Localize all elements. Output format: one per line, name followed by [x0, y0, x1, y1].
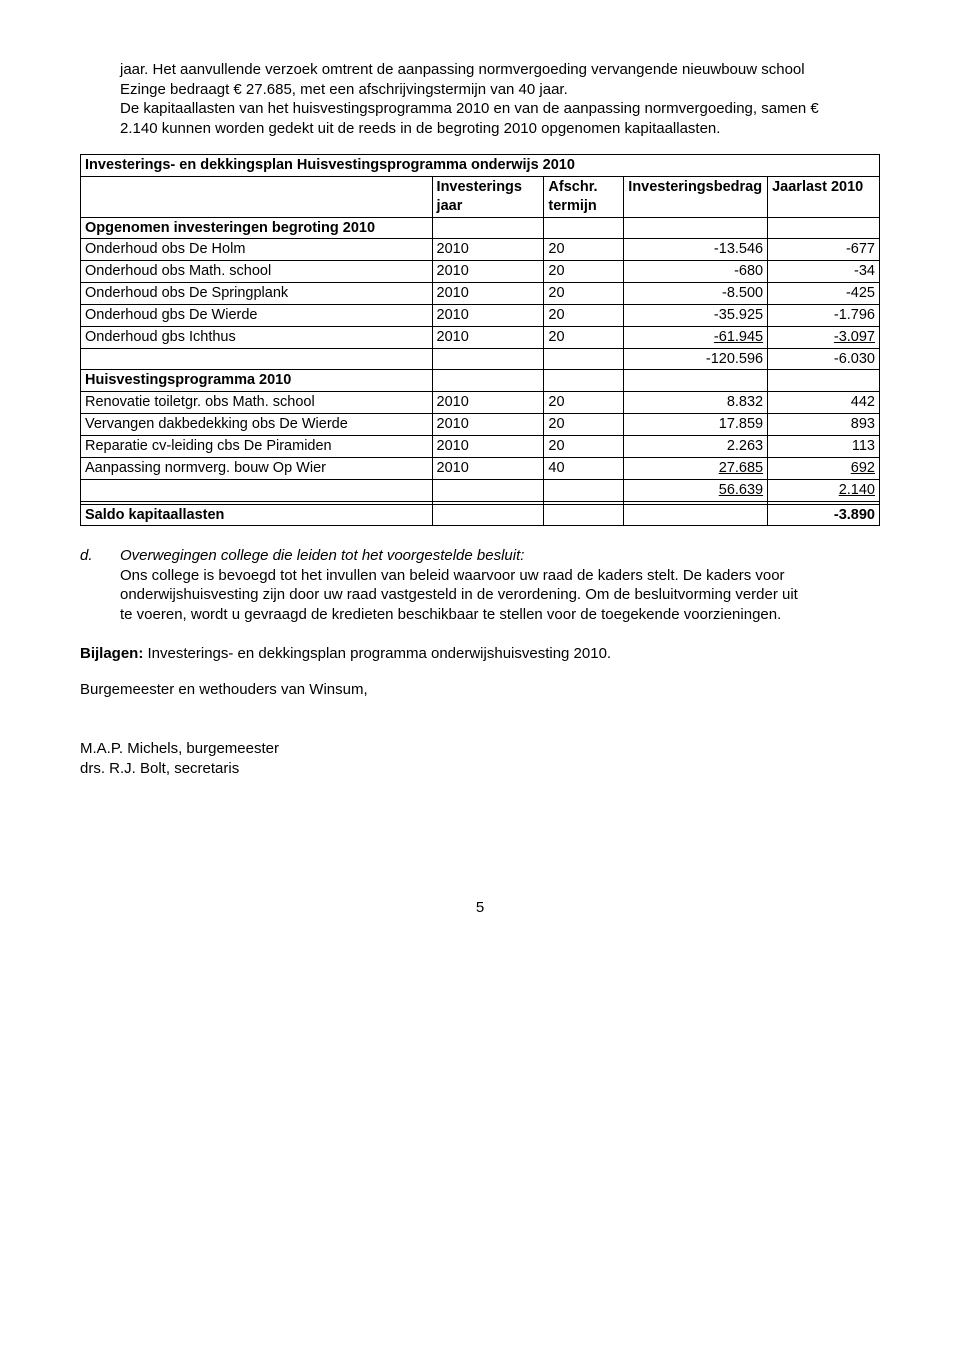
table-cell: Renovatie toiletgr. obs Math. school: [81, 392, 433, 414]
subtotal2-bedrag: 56.639: [624, 479, 768, 501]
table-cell: 2010: [432, 239, 544, 261]
table-cell: 442: [768, 392, 880, 414]
table-row: Onderhoud gbs Ichthus201020-61.945-3.097: [81, 326, 880, 348]
table-cell: -34: [768, 261, 880, 283]
table-cell: Reparatie cv-leiding cbs De Piramiden: [81, 435, 433, 457]
table-cell: 17.859: [624, 414, 768, 436]
table-cell: Onderhoud gbs Ichthus: [81, 326, 433, 348]
table-row: Aanpassing normverg. bouw Op Wier2010402…: [81, 457, 880, 479]
table-cell: 40: [544, 457, 624, 479]
table-row: Onderhoud obs De Springplank201020-8.500…: [81, 283, 880, 305]
table-cell: 20: [544, 239, 624, 261]
header-empty: [81, 176, 433, 217]
table-cell: 113: [768, 435, 880, 457]
table-cell: 20: [544, 392, 624, 414]
table-cell: 2010: [432, 392, 544, 414]
signature-1: M.A.P. Michels, burgemeester: [80, 739, 880, 759]
table-cell: 2010: [432, 457, 544, 479]
table-cell: 27.685: [624, 457, 768, 479]
table-cell: -1.796: [768, 304, 880, 326]
header-afschr: Afschr. termijn: [544, 176, 624, 217]
table-row: Vervangen dakbedekking obs De Wierde2010…: [81, 414, 880, 436]
bijlagen-label: Bijlagen:: [80, 645, 143, 662]
table-cell: 2010: [432, 283, 544, 305]
bijlagen-text: Investerings- en dekkingsplan programma …: [143, 645, 611, 662]
table-cell: 20: [544, 414, 624, 436]
bijlagen-line: Bijlagen: Investerings- en dekkingsplan …: [80, 644, 880, 664]
table-cell: 2010: [432, 435, 544, 457]
table-cell: -677: [768, 239, 880, 261]
table-cell: 20: [544, 261, 624, 283]
signature-2: drs. R.J. Bolt, secretaris: [80, 759, 880, 779]
table-cell: 2.263: [624, 435, 768, 457]
table-cell: -425: [768, 283, 880, 305]
table-cell: 2010: [432, 261, 544, 283]
table-cell: 20: [544, 283, 624, 305]
section-d: d. Overwegingen college die leiden tot h…: [80, 546, 800, 624]
table-cell: 893: [768, 414, 880, 436]
burgemeester-line: Burgemeester en wethouders van Winsum,: [80, 680, 880, 700]
table-cell: -3.097: [768, 326, 880, 348]
table-cell: Vervangen dakbedekking obs De Wierde: [81, 414, 433, 436]
section-header-2: Huisvestingsprogramma 2010: [81, 370, 433, 392]
section-d-title: Overwegingen college die leiden tot het …: [120, 547, 524, 564]
table-cell: 692: [768, 457, 880, 479]
table-cell: Onderhoud obs De Holm: [81, 239, 433, 261]
table-cell: 20: [544, 304, 624, 326]
section-header-1: Opgenomen investeringen begroting 2010: [81, 217, 433, 239]
section-d-body: Ons college is bevoegd tot het invullen …: [120, 567, 798, 623]
table-cell: -35.925: [624, 304, 768, 326]
intro-paragraph: jaar. Het aanvullende verzoek omtrent de…: [120, 60, 820, 138]
investment-table: Investerings- en dekkingsplan Huisvestin…: [80, 154, 880, 526]
table-cell: Onderhoud obs De Springplank: [81, 283, 433, 305]
table-cell: 8.832: [624, 392, 768, 414]
table-cell: -13.546: [624, 239, 768, 261]
table-cell: 2010: [432, 326, 544, 348]
table-row: Onderhoud obs De Holm201020-13.546-677: [81, 239, 880, 261]
table-cell: Onderhoud gbs De Wierde: [81, 304, 433, 326]
subtotal1-jaarlast: -6.030: [768, 348, 880, 370]
saldo-value: -3.890: [768, 504, 880, 526]
subtotal2-jaarlast: 2.140: [768, 479, 880, 501]
table-cell: 2010: [432, 304, 544, 326]
section-d-marker: d.: [80, 546, 120, 566]
table-row: Onderhoud gbs De Wierde201020-35.925-1.7…: [81, 304, 880, 326]
table-row: Onderhoud obs Math. school201020-680-34: [81, 261, 880, 283]
page-number: 5: [80, 898, 880, 918]
table-cell: Aanpassing normverg. bouw Op Wier: [81, 457, 433, 479]
table-cell: -61.945: [624, 326, 768, 348]
table-cell: Onderhoud obs Math. school: [81, 261, 433, 283]
table-cell: 2010: [432, 414, 544, 436]
subtotal1-bedrag: -120.596: [624, 348, 768, 370]
table-title: Investerings- en dekkingsplan Huisvestin…: [81, 155, 880, 177]
header-bedrag: Investeringsbedrag: [624, 176, 768, 217]
table-row: Renovatie toiletgr. obs Math. school2010…: [81, 392, 880, 414]
table-cell: -680: [624, 261, 768, 283]
table-cell: -8.500: [624, 283, 768, 305]
table-cell: 20: [544, 435, 624, 457]
saldo-label: Saldo kapitaallasten: [81, 504, 433, 526]
header-invest-year: Investerings jaar: [432, 176, 544, 217]
table-cell: 20: [544, 326, 624, 348]
table-row: Reparatie cv-leiding cbs De Piramiden201…: [81, 435, 880, 457]
header-jaarlast: Jaarlast 2010: [768, 176, 880, 217]
